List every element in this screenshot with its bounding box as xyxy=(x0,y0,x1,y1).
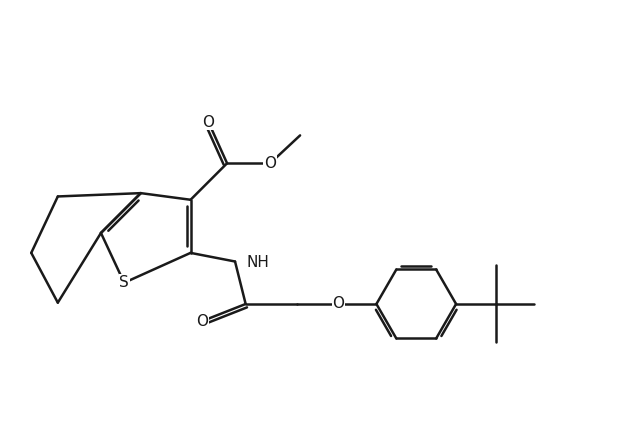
Text: O: O xyxy=(196,314,208,329)
Text: O: O xyxy=(264,156,276,171)
Text: NH: NH xyxy=(247,255,270,270)
Text: O: O xyxy=(202,115,214,130)
Text: O: O xyxy=(333,297,344,311)
Text: S: S xyxy=(119,275,129,290)
